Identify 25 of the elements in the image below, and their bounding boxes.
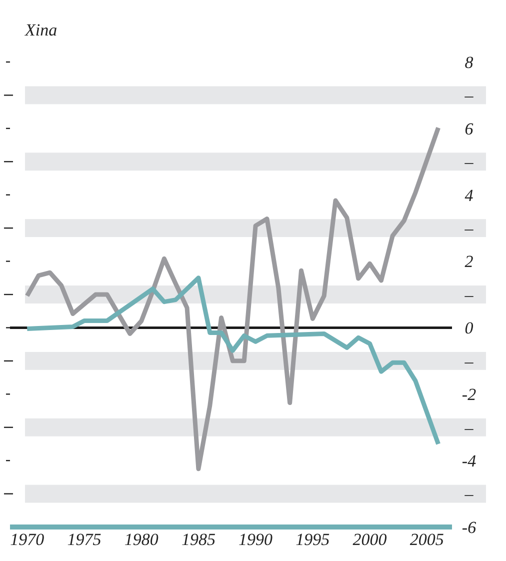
chart-title: Xina — [24, 20, 58, 40]
y-tick-label: – — [464, 86, 474, 106]
x-tick-label: 1995 — [296, 530, 330, 549]
y-tick-label: -2 — [462, 385, 477, 404]
y-tick-label: – — [464, 352, 474, 371]
y-tick-label: 0 — [464, 318, 474, 338]
y-tick-label: 6 — [464, 119, 474, 138]
y-tick-label: 8 — [464, 52, 474, 72]
y-tick-label: 2 — [464, 252, 474, 272]
y-tick-label: – — [464, 484, 474, 504]
x-tick-label: 2000 — [352, 530, 388, 549]
x-tick-label: 1975 — [67, 530, 102, 549]
y-tick-label: – — [464, 418, 474, 438]
x-tick-label: 1980 — [124, 530, 159, 549]
x-tick-label: 1985 — [181, 530, 216, 549]
y-tick-label: – — [464, 285, 474, 304]
x-tick-label: 1990 — [238, 530, 274, 549]
y-tick-label: – — [464, 219, 474, 238]
line-series — [24, 126, 441, 472]
y-tick-label: 4 — [464, 186, 474, 205]
x-tick-label: 1970 — [10, 530, 45, 549]
x-tick-label: 2005 — [410, 530, 444, 549]
y-tick-label: – — [464, 152, 474, 172]
y-tick-label: -6 — [462, 518, 477, 537]
y-tick-label: -4 — [462, 452, 477, 471]
